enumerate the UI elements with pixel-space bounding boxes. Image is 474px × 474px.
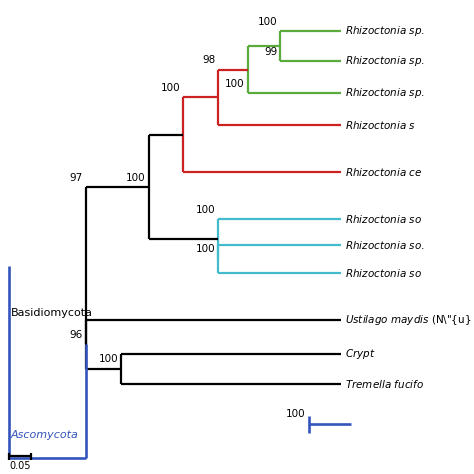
Text: 100: 100 [225,79,245,89]
Text: 100: 100 [98,355,118,365]
Text: $\bf{\it{Rhizoctonia\ sp.}}$: $\bf{\it{Rhizoctonia\ sp.}}$ [345,86,425,100]
Text: Basidiomycota: Basidiomycota [10,308,92,318]
Text: $\bf{\it{Rhizoctonia\ s}}$: $\bf{\it{Rhizoctonia\ s}}$ [345,119,416,131]
Text: $\bf{\it{Rhizoctonia\ so}}$: $\bf{\it{Rhizoctonia\ so}}$ [345,266,422,279]
Text: 98: 98 [202,55,216,65]
Text: $\it{Crypt}$: $\it{Crypt}$ [345,347,375,361]
Text: 100: 100 [258,17,277,27]
Text: Ascomycota: Ascomycota [10,430,78,440]
Text: 99: 99 [264,47,277,57]
Text: 96: 96 [69,330,82,340]
Text: 97: 97 [69,173,82,182]
Text: $\it{Rhizoctonia\ so}$: $\it{Rhizoctonia\ so}$ [345,213,422,225]
Text: $\bf{\it{Rhizoctonia\ sp.}}$: $\bf{\it{Rhizoctonia\ sp.}}$ [345,24,425,38]
Text: 100: 100 [196,245,216,255]
Text: $\it{Tremella\ fucifo}$: $\it{Tremella\ fucifo}$ [345,378,424,390]
Text: 0.05: 0.05 [9,461,31,472]
Text: 100: 100 [126,173,146,182]
Text: 100: 100 [161,83,180,93]
Text: 100: 100 [286,409,306,419]
Text: $\bf{\it{Rhizoctonia\ ce}}$: $\bf{\it{Rhizoctonia\ ce}}$ [345,166,422,178]
Text: 100: 100 [196,205,216,215]
Text: $\bf{\it{Rhizoctonia\ sp.}}$: $\bf{\it{Rhizoctonia\ sp.}}$ [345,54,425,68]
Text: $\it{Ustilago\ maydis}$ (N\"{u}: $\it{Ustilago\ maydis}$ (N\"{u} [345,313,471,327]
Text: $\it{Rhizoctonia\ so.}$: $\it{Rhizoctonia\ so.}$ [345,239,424,251]
